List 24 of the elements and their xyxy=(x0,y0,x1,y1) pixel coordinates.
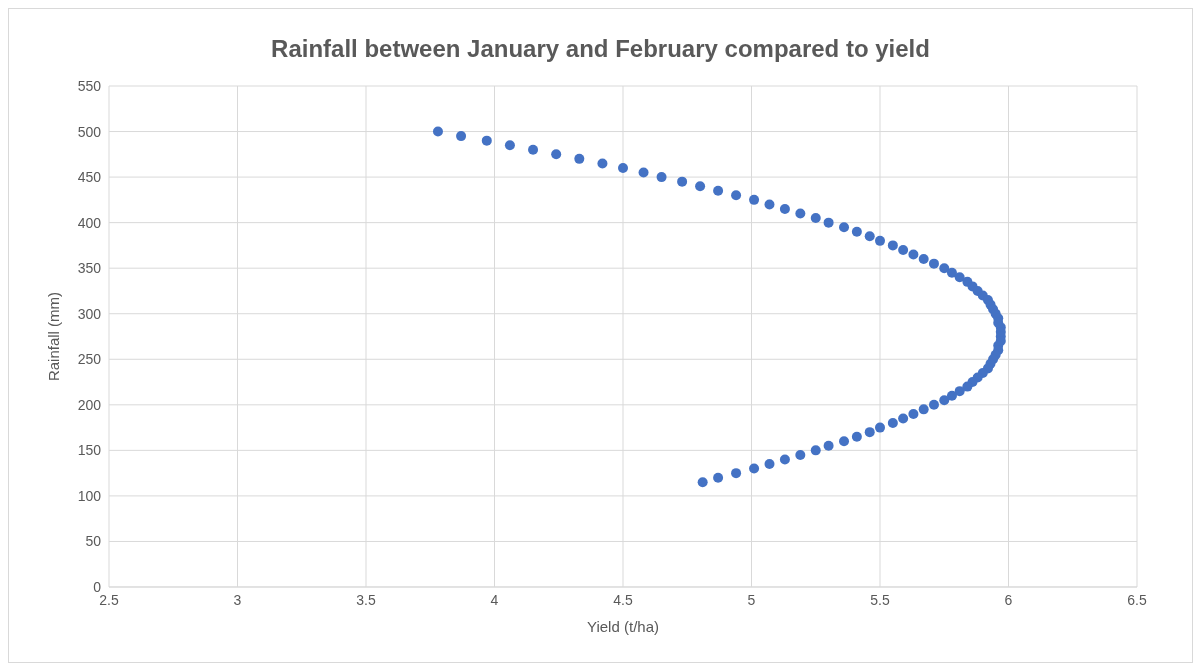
x-tick-label: 4.5 xyxy=(613,591,633,608)
y-tick-label: 500 xyxy=(77,123,102,140)
y-tick-label: 350 xyxy=(77,260,102,277)
x-tick-label: 4 xyxy=(490,591,499,608)
y-tick-label: 300 xyxy=(77,305,102,322)
x-tick-label: 2.5 xyxy=(99,591,119,608)
y-tick-label: 450 xyxy=(77,169,102,186)
y-tick-label: 50 xyxy=(85,533,102,550)
x-tick-label: 3.5 xyxy=(356,591,376,608)
x-tick-label: 6 xyxy=(1004,591,1013,608)
y-tick-label: 100 xyxy=(77,487,102,504)
x-tick-label: 5 xyxy=(747,591,756,608)
x-axis-title: Yield (t/ha) xyxy=(587,618,659,635)
y-tick-label: 0 xyxy=(93,578,102,595)
y-axis-title: Rainfall (mm) xyxy=(45,291,63,382)
y-tick-label: 200 xyxy=(77,396,102,413)
x-tick-label: 6.5 xyxy=(1127,591,1147,608)
x-tick-label: 5.5 xyxy=(870,591,890,608)
chart-title: Rainfall between January and February compared to yield xyxy=(270,35,931,63)
x-tick-label: 3 xyxy=(233,591,242,608)
y-tick-label: 150 xyxy=(77,442,102,459)
y-tick-label: 400 xyxy=(77,214,102,231)
y-tick-label: 250 xyxy=(77,351,102,368)
y-tick-label: 550 xyxy=(77,77,102,94)
